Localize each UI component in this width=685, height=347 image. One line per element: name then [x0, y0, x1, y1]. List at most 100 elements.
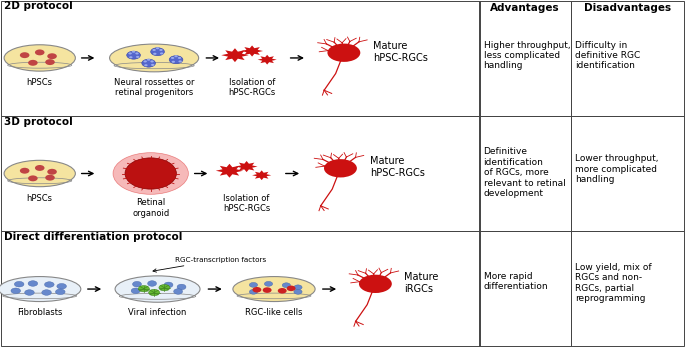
Ellipse shape	[20, 52, 29, 58]
Ellipse shape	[164, 282, 173, 288]
Ellipse shape	[264, 281, 273, 286]
Ellipse shape	[0, 277, 81, 302]
Ellipse shape	[28, 281, 38, 286]
Ellipse shape	[149, 289, 160, 296]
Ellipse shape	[174, 289, 182, 294]
Ellipse shape	[233, 277, 315, 302]
Ellipse shape	[153, 53, 157, 55]
Ellipse shape	[177, 284, 186, 290]
Ellipse shape	[47, 53, 57, 59]
Ellipse shape	[28, 60, 38, 66]
Ellipse shape	[110, 44, 199, 72]
Text: Neural rossettes or
retinal progenitors: Neural rossettes or retinal progenitors	[114, 78, 195, 98]
Text: More rapid
differentiation: More rapid differentiation	[484, 272, 548, 291]
Ellipse shape	[11, 288, 21, 294]
Ellipse shape	[28, 176, 38, 181]
Text: Isolation of
hPSC-RGCs: Isolation of hPSC-RGCs	[223, 194, 270, 213]
Ellipse shape	[249, 289, 258, 294]
Text: RGC-like cells: RGC-like cells	[245, 308, 303, 317]
Ellipse shape	[287, 286, 296, 291]
Ellipse shape	[20, 168, 29, 174]
Ellipse shape	[144, 64, 148, 66]
Text: Low yield, mix of
RGCs and non-
RGCs, partial
reprogramming: Low yield, mix of RGCs and non- RGCs, pa…	[575, 263, 651, 303]
Text: RGC-transcription factors: RGC-transcription factors	[153, 256, 266, 272]
Ellipse shape	[115, 276, 200, 302]
Ellipse shape	[151, 64, 154, 66]
Ellipse shape	[282, 283, 290, 288]
Ellipse shape	[45, 59, 55, 65]
Ellipse shape	[294, 285, 302, 290]
Bar	[1, 231, 480, 346]
Text: hPSCs: hPSCs	[27, 194, 53, 203]
Ellipse shape	[4, 160, 75, 187]
Ellipse shape	[150, 60, 154, 62]
Bar	[571, 1, 684, 116]
Ellipse shape	[57, 283, 66, 289]
Text: 2D protocol: 2D protocol	[4, 1, 73, 11]
Ellipse shape	[113, 153, 188, 194]
Ellipse shape	[151, 48, 164, 56]
Ellipse shape	[129, 52, 132, 54]
Text: Mature
hPSC-RGCs: Mature hPSC-RGCs	[370, 156, 425, 178]
Bar	[479, 116, 571, 231]
Ellipse shape	[42, 290, 51, 295]
Text: Lower throughput,
more complicated
handling: Lower throughput, more complicated handl…	[575, 154, 658, 184]
Bar	[479, 231, 571, 346]
Ellipse shape	[45, 175, 55, 181]
Polygon shape	[216, 164, 243, 178]
Ellipse shape	[132, 51, 136, 53]
Ellipse shape	[160, 52, 163, 54]
Bar	[1, 116, 480, 231]
Ellipse shape	[133, 281, 141, 287]
Ellipse shape	[171, 61, 175, 63]
Ellipse shape	[127, 51, 140, 59]
Text: Advantages: Advantages	[490, 3, 560, 13]
Bar	[1, 1, 480, 116]
Ellipse shape	[278, 288, 286, 294]
Ellipse shape	[25, 290, 34, 295]
Ellipse shape	[142, 59, 155, 67]
Ellipse shape	[14, 281, 24, 287]
Ellipse shape	[136, 56, 140, 58]
Ellipse shape	[35, 50, 45, 56]
Ellipse shape	[178, 60, 182, 62]
Ellipse shape	[294, 289, 302, 294]
Polygon shape	[221, 48, 249, 62]
Text: 3D protocol: 3D protocol	[4, 117, 73, 127]
Polygon shape	[241, 45, 263, 57]
Ellipse shape	[138, 286, 149, 292]
Ellipse shape	[55, 289, 65, 295]
Ellipse shape	[263, 287, 271, 293]
Ellipse shape	[156, 47, 160, 49]
Polygon shape	[236, 161, 258, 172]
Text: Direct differentiation protocol: Direct differentiation protocol	[4, 232, 182, 242]
Polygon shape	[258, 55, 277, 65]
Polygon shape	[252, 170, 271, 180]
Ellipse shape	[35, 165, 45, 171]
Text: Mature
iRGCs: Mature iRGCs	[404, 272, 438, 294]
Ellipse shape	[132, 288, 140, 294]
Ellipse shape	[147, 59, 151, 61]
Text: Mature
hPSC-RGCs: Mature hPSC-RGCs	[373, 41, 428, 62]
Text: Higher throughput,
less complicated
handling: Higher throughput, less complicated hand…	[484, 41, 570, 70]
Ellipse shape	[125, 158, 176, 189]
Ellipse shape	[47, 169, 57, 175]
Ellipse shape	[177, 57, 181, 59]
Ellipse shape	[129, 56, 133, 58]
Bar	[571, 231, 684, 346]
Text: hPSCs: hPSCs	[27, 78, 53, 87]
Text: Retinal
organoid: Retinal organoid	[132, 198, 169, 218]
Bar	[571, 116, 684, 231]
Text: Disadvantages: Disadvantages	[584, 3, 671, 13]
Ellipse shape	[249, 282, 258, 287]
Text: Fibroblasts: Fibroblasts	[17, 308, 62, 317]
Text: Viral infection: Viral infection	[128, 308, 187, 317]
Ellipse shape	[152, 49, 156, 51]
Ellipse shape	[159, 285, 170, 291]
Ellipse shape	[252, 287, 261, 293]
Text: Difficulty in
definitive RGC
identification: Difficulty in definitive RGC identificat…	[575, 41, 640, 70]
Ellipse shape	[4, 45, 75, 71]
Ellipse shape	[148, 281, 156, 286]
Text: Definitive
identification
of RGCs, more
relevant to retinal
development: Definitive identification of RGCs, more …	[484, 147, 565, 198]
Ellipse shape	[143, 60, 147, 62]
